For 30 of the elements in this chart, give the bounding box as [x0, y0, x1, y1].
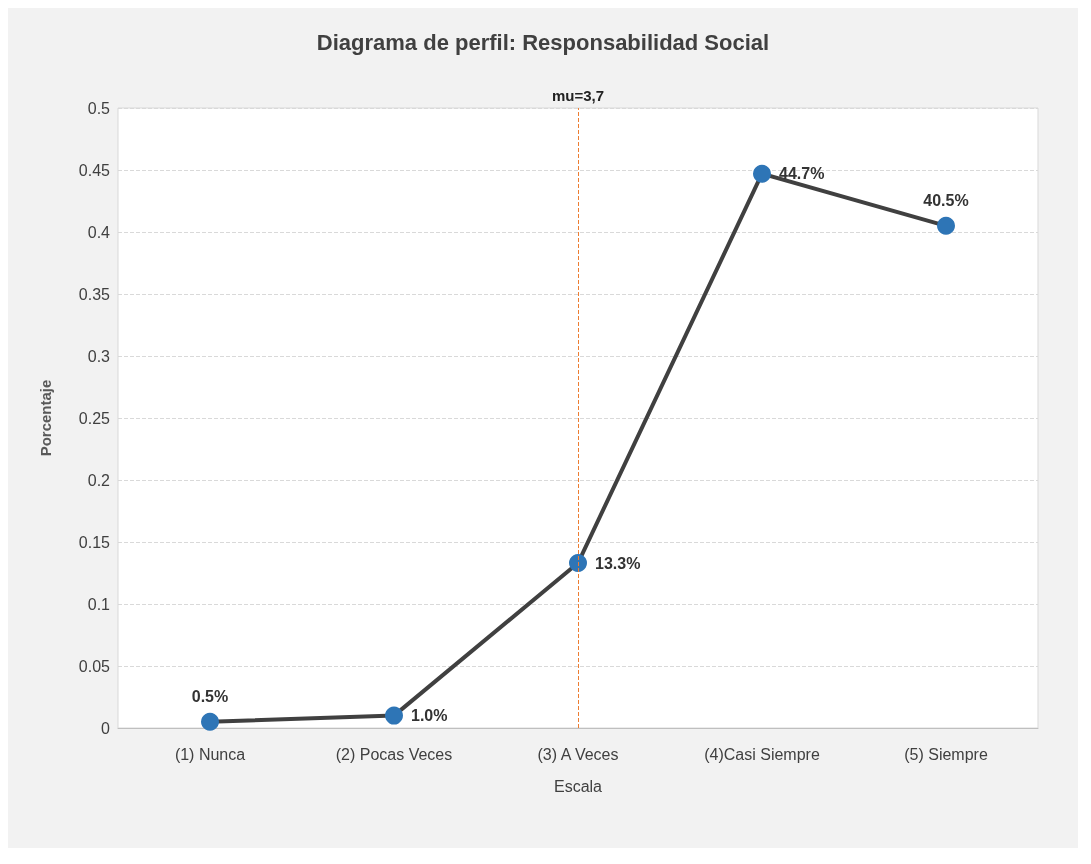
point [569, 554, 587, 573]
chart-title: Diagrama de perfil: Responsabilidad Social [316, 29, 770, 55]
y-tick-label: 0.4 [87, 223, 111, 241]
point [753, 164, 771, 183]
data-label: 44.7% [779, 165, 825, 183]
y-tick-label: 0.25 [78, 409, 111, 427]
x-axis-title: Escala [553, 777, 603, 795]
data-label: 0.5% [191, 688, 229, 706]
data-label: 1.0% [411, 707, 448, 725]
point [201, 712, 219, 731]
y-axis-title: Porcentaje [37, 379, 54, 457]
x-tick-label: (2) Pocas Veces [335, 745, 453, 763]
data-label: 40.5% [923, 192, 969, 210]
point [937, 216, 955, 235]
y-tick-label: 0.15 [78, 533, 111, 551]
x-tick-label: (5) Siempre [904, 745, 988, 763]
y-tick-label: 0.1 [87, 595, 111, 613]
ref-line-label: mu=3,7 [551, 87, 605, 104]
y-tick-label: 0.05 [78, 657, 111, 675]
y-tick-label: 0.3 [87, 347, 111, 365]
x-tick-label: (4)Casi Siempre [704, 745, 820, 763]
y-tick-label: 0.35 [78, 285, 111, 303]
y-tick-label: 0 [101, 719, 111, 737]
x-tick-label: (1) Nunca [174, 745, 246, 763]
y-tick-label: 0.2 [87, 471, 111, 489]
x-tick-label: (3) A Veces [537, 745, 619, 763]
y-tick-label: 0.5 [87, 99, 111, 117]
y-tick-label: 0.45 [78, 161, 111, 179]
data-label: 13.3% [595, 554, 641, 572]
point [385, 706, 403, 725]
